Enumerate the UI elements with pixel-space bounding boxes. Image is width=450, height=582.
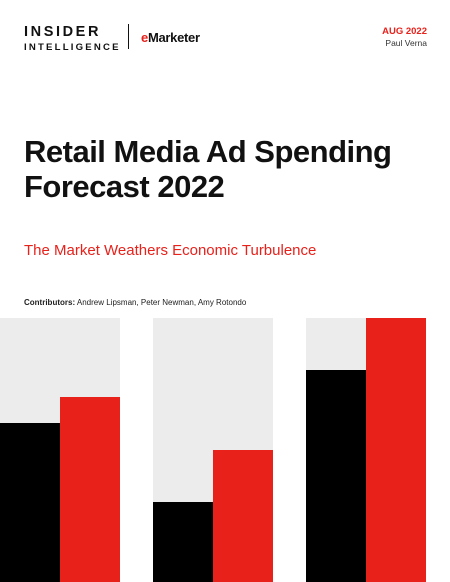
author-name: Paul Verna [385,38,427,48]
decorative-bar-red-1 [60,397,120,582]
decorative-bar-red-3 [366,318,426,582]
insider-intelligence-logo: INSIDER INTELLIGENCE [24,25,121,52]
contributors-line: Contributors: Andrew Lipsman, Peter Newm… [24,298,246,307]
logo-line-intelligence: INTELLIGENCE [24,41,121,53]
logo-line-insider: INSIDER [24,24,102,40]
contributors-label: Contributors: [24,298,76,307]
report-title-line-2: Forecast 2022 [24,169,225,204]
report-title: Retail Media Ad Spending Forecast 2022 [24,134,434,204]
decorative-bar-black-3 [306,370,366,582]
emarketer-logo-text: Marketer [147,30,200,45]
decorative-bar-black-1 [0,423,60,582]
decorative-bar-black-2 [153,502,213,582]
publication-date: AUG 2022 [382,26,427,37]
emarketer-logo-e: e [141,30,148,45]
contributors-names: Andrew Lipsman, Peter Newman, Amy Rotond… [76,298,247,307]
report-title-line-1: Retail Media Ad Spending [24,134,392,169]
decorative-bar-red-2 [213,450,273,582]
emarketer-logo: eMarketer [141,30,200,45]
report-subtitle: The Market Weathers Economic Turbulence [24,242,317,259]
logo-divider [128,24,129,49]
